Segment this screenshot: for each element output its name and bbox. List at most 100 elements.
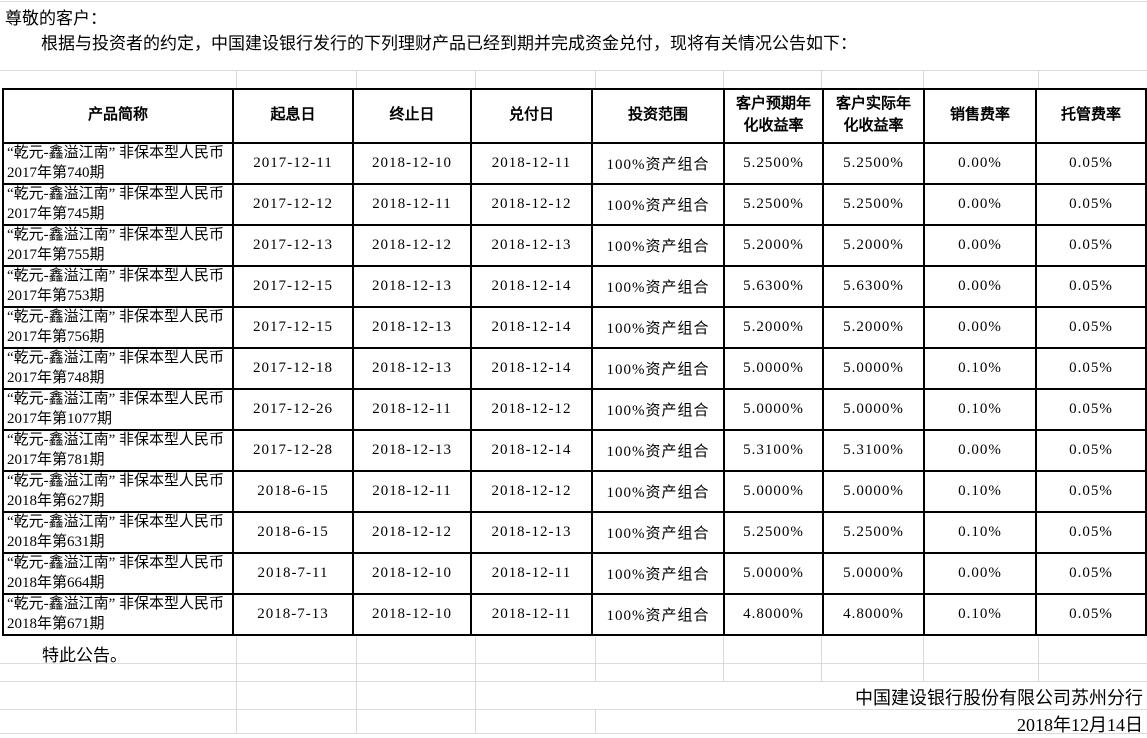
spreadsheet-gridline xyxy=(1038,70,1039,88)
table-cell: 2017-12-13 xyxy=(232,224,354,267)
table-row: “乾元-鑫溢江南” 非保本型人民币2018年第631期 2018-6-15 2018… xyxy=(2,511,1147,554)
issuer-name: 中国建设银行股份有限公司苏州分行 xyxy=(855,688,1143,708)
table-body: “乾元-鑫溢江南” 非保本型人民币2017年第740期 2017-12-11 201… xyxy=(2,142,1147,636)
table-cell: 100%资产组合 xyxy=(591,347,725,390)
table-cell: 0.05% xyxy=(1035,224,1147,267)
table-cell: 2018-12-11 xyxy=(470,552,593,595)
table-cell: 100%资产组合 xyxy=(591,593,725,636)
spreadsheet-gridline xyxy=(0,709,1147,710)
table-cell: 0.10% xyxy=(923,388,1037,431)
table-cell: 0.05% xyxy=(1035,306,1147,349)
table-cell: 4.8000% xyxy=(822,593,925,636)
product-name-cell: “乾元-鑫溢江南” 非保本型人民币2017年第748期 xyxy=(2,347,234,390)
table-cell: 0.05% xyxy=(1035,142,1147,185)
table-row: “乾元-鑫溢江南” 非保本型人民币2018年第671期 2018-7-13 2018… xyxy=(2,593,1147,636)
table-cell: 0.05% xyxy=(1035,552,1147,595)
table-row: “乾元-鑫溢江南” 非保本型人民币2018年第664期 2018-7-11 2018… xyxy=(2,552,1147,595)
table-cell: 100%资产组合 xyxy=(591,429,725,472)
table-cell: 0.00% xyxy=(923,265,1037,308)
table-cell: 4.8000% xyxy=(723,593,824,636)
table-cell: 2017-12-28 xyxy=(232,429,354,472)
table-cell: 0.05% xyxy=(1035,183,1147,226)
table-cell: 2018-12-13 xyxy=(470,224,593,267)
table-cell: 2018-12-12 xyxy=(470,183,593,226)
table-cell: 100%资产组合 xyxy=(591,470,725,513)
table-cell: 5.2500% xyxy=(822,142,925,185)
spreadsheet-gridline xyxy=(356,70,357,88)
table-cell: 2018-12-11 xyxy=(470,142,593,185)
table-row: “乾元-鑫溢江南” 非保本型人民币2017年第740期 2017-12-11 201… xyxy=(2,142,1147,185)
table-cell: 0.00% xyxy=(923,183,1037,226)
spreadsheet-gridline xyxy=(595,637,596,682)
table-cell: 100%资产组合 xyxy=(591,511,725,554)
spreadsheet-gridline xyxy=(821,70,822,88)
product-name-cell: “乾元-鑫溢江南” 非保本型人民币2017年第755期 xyxy=(2,224,234,267)
table-cell: 5.0000% xyxy=(723,347,824,390)
table-cell: 2017-12-15 xyxy=(232,306,354,349)
table-cell: 5.2000% xyxy=(723,306,824,349)
spreadsheet-gridline xyxy=(356,682,357,733)
table-cell: 2018-12-13 xyxy=(352,265,472,308)
table-cell: 5.0000% xyxy=(723,388,824,431)
table-cell: 2018-12-11 xyxy=(470,593,593,636)
column-header: 销售费率 xyxy=(923,88,1037,144)
table-row: “乾元-鑫溢江南” 非保本型人民币2017年第753期 2017-12-15 201… xyxy=(2,265,1147,308)
table-cell: 0.05% xyxy=(1035,265,1147,308)
spreadsheet-gridline xyxy=(236,70,237,88)
spreadsheet-gridline xyxy=(595,70,596,88)
table-cell: 2018-12-12 xyxy=(352,511,472,554)
table-cell: 0.05% xyxy=(1035,388,1147,431)
table-row: “乾元-鑫溢江南” 非保本型人民币2017年第745期 2017-12-12 201… xyxy=(2,183,1147,226)
table-cell: 2018-12-10 xyxy=(352,552,472,595)
spreadsheet-gridline xyxy=(723,70,724,88)
table-cell: 0.05% xyxy=(1035,593,1147,636)
spreadsheet-gridline xyxy=(0,733,1147,734)
spreadsheet-gridline xyxy=(236,682,237,733)
spreadsheet-gridline xyxy=(595,709,596,733)
closing-statement: 特此公告。 xyxy=(42,646,127,665)
table-cell: 5.0000% xyxy=(822,552,925,595)
column-header: 起息日 xyxy=(232,88,354,144)
table-cell: 2018-12-12 xyxy=(470,470,593,513)
column-header: 投资范围 xyxy=(591,88,725,144)
spreadsheet-gridline xyxy=(821,637,822,682)
spreadsheet-gridline xyxy=(0,1,1147,2)
table-cell: 0.05% xyxy=(1035,429,1147,472)
table-cell: 100%资产组合 xyxy=(591,142,725,185)
product-name-cell: “乾元-鑫溢江南” 非保本型人民币2017年第753期 xyxy=(2,265,234,308)
spreadsheet-gridline xyxy=(356,637,357,682)
table-cell: 100%资产组合 xyxy=(591,265,725,308)
table-cell: 2018-12-12 xyxy=(470,388,593,431)
table-header: 产品简称 起息日 终止日 兑付日 投资范围 客户预期年化收益率 客户实际年化收益率 销售费率托… xyxy=(2,88,1147,144)
table-row: “乾元-鑫溢江南” 非保本型人民币2017年第781期 2017-12-28 201… xyxy=(2,429,1147,472)
table-cell: 5.2000% xyxy=(723,224,824,267)
table-cell: 5.6300% xyxy=(723,265,824,308)
table-cell: 5.0000% xyxy=(822,470,925,513)
products-table: 产品简称 起息日 终止日 兑付日 投资范围 客户预期年化收益率 客户实际年化收益率 销售费率托… xyxy=(2,88,1147,636)
column-header: 产品简称 xyxy=(2,88,234,144)
table-cell: 2018-12-14 xyxy=(470,306,593,349)
table-cell: 100%资产组合 xyxy=(591,388,725,431)
table-cell: 100%资产组合 xyxy=(591,183,725,226)
table-cell: 0.10% xyxy=(923,511,1037,554)
table-cell: 0.05% xyxy=(1035,470,1147,513)
table-cell: 5.2500% xyxy=(723,142,824,185)
table-cell: 0.10% xyxy=(923,470,1037,513)
table-cell: 0.00% xyxy=(923,224,1037,267)
table-cell: 0.10% xyxy=(923,593,1037,636)
column-header: 客户预期年化收益率 xyxy=(723,88,824,144)
column-header: 托管费率 xyxy=(1035,88,1147,144)
table-row: “乾元-鑫溢江南” 非保本型人民币2017年第1077期 2017-12-26 20… xyxy=(2,388,1147,431)
table-cell: 2017-12-12 xyxy=(232,183,354,226)
table-cell: 2018-12-11 xyxy=(352,388,472,431)
spreadsheet-gridline xyxy=(475,682,476,733)
table-cell: 0.05% xyxy=(1035,347,1147,390)
table-cell: 2017-12-26 xyxy=(232,388,354,431)
salutation: 尊敬的客户： xyxy=(5,9,107,28)
table-cell: 2018-12-11 xyxy=(352,470,472,513)
table-cell: 5.2500% xyxy=(822,511,925,554)
table-cell: 2018-7-13 xyxy=(232,593,354,636)
table-cell: 2018-12-13 xyxy=(352,306,472,349)
product-name-cell: “乾元-鑫溢江南” 非保本型人民币2018年第664期 xyxy=(2,552,234,595)
